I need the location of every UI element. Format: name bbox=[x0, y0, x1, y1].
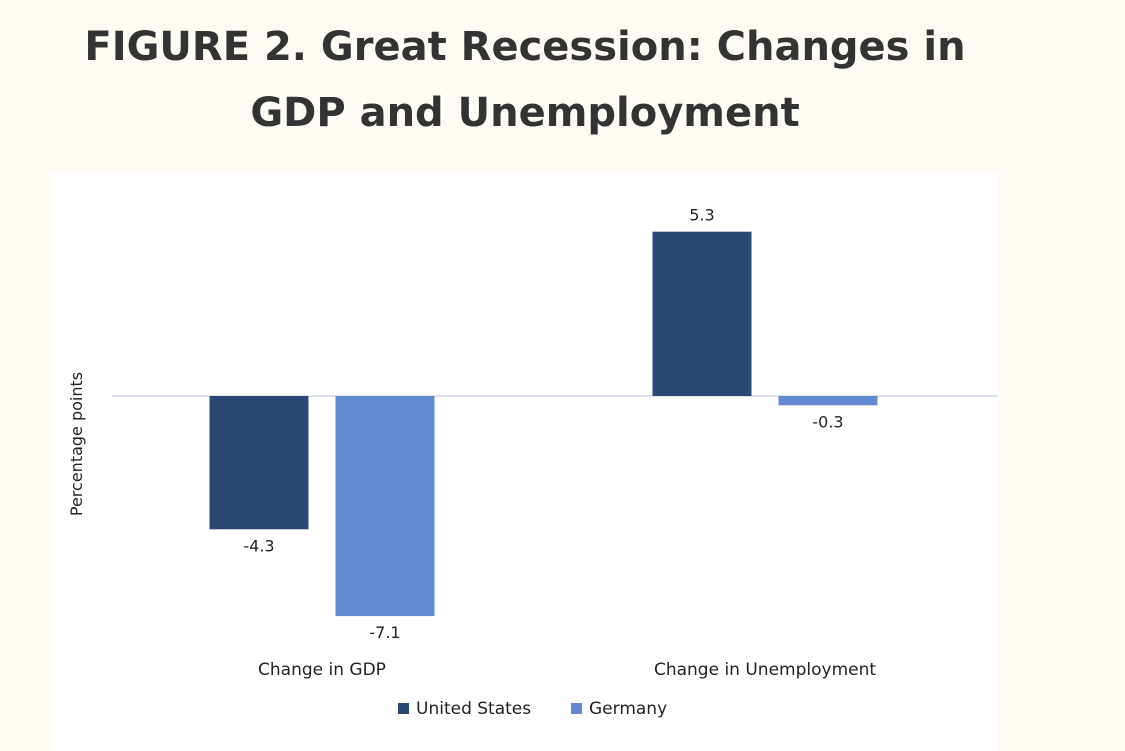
legend-label: United States bbox=[416, 699, 531, 719]
figure-title: FIGURE 2. Great Recession: Changes in GD… bbox=[0, 14, 1050, 146]
bar-chart: Percentage points -4.3 -7.1 Change in GDP 5.… bbox=[67, 206, 998, 719]
legend-label: Germany bbox=[589, 699, 667, 719]
data-label: 5.3 bbox=[689, 206, 714, 225]
figure-title-line-1: FIGURE 2. Great Recession: Changes in bbox=[84, 24, 966, 70]
y-axis-title: Percentage points bbox=[67, 372, 86, 516]
data-label: -0.3 bbox=[812, 412, 843, 431]
data-label: -4.3 bbox=[243, 536, 274, 555]
bar-germany-gdp bbox=[335, 396, 435, 617]
legend-swatch bbox=[398, 703, 409, 714]
chart-panel: Percentage points -4.3 -7.1 Change in GDP 5.… bbox=[52, 173, 998, 751]
figure-title-line-2: GDP and Unemployment bbox=[250, 90, 800, 136]
bar-germany-unemployment bbox=[778, 396, 878, 406]
data-label: -7.1 bbox=[369, 623, 400, 642]
category-label: Change in Unemployment bbox=[654, 660, 876, 680]
legend-swatch bbox=[571, 703, 582, 714]
category-label: Change in GDP bbox=[258, 660, 386, 680]
bar-united-states-unemployment bbox=[652, 231, 752, 396]
bar-united-states-gdp bbox=[209, 396, 309, 530]
